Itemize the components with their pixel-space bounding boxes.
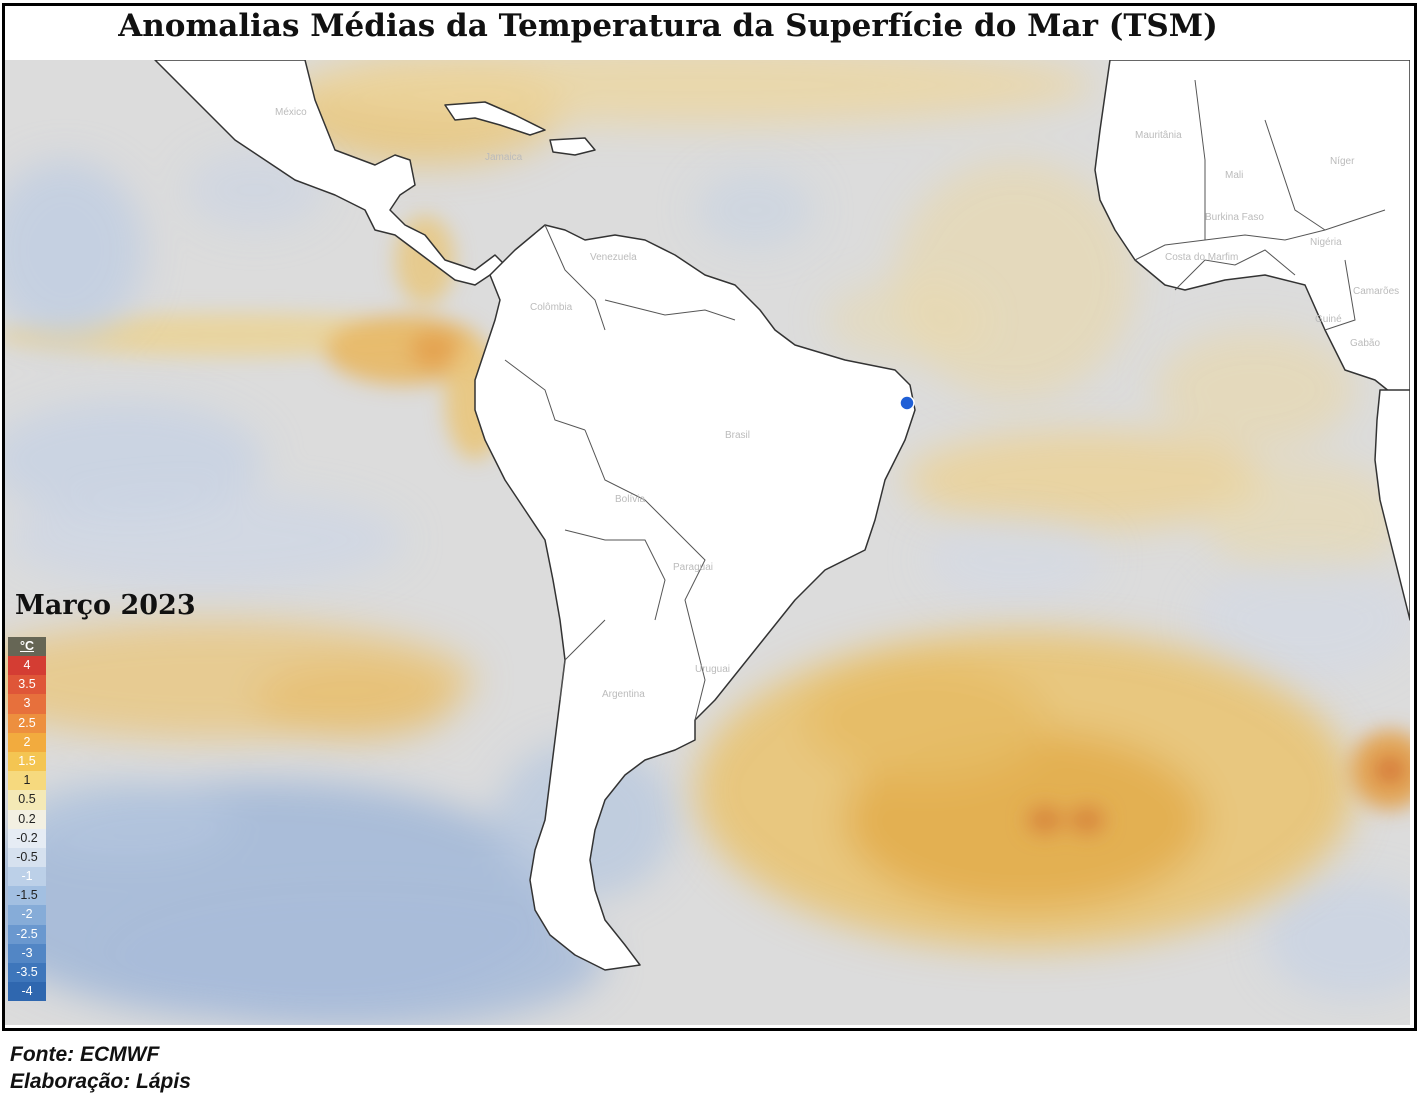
location-marker[interactable] [899,395,915,411]
legend-entry: 3 [8,694,46,714]
legend-entry: 4 [8,656,46,676]
legend-entry: -2 [8,905,46,925]
africa-southwest-coast [1374,389,1410,621]
map-title: Anomalias Médias da Temperatura da Super… [118,8,1218,44]
hispaniola-island [549,137,596,156]
legend-entry: 2.5 [8,713,46,733]
legend-entry: -1 [8,867,46,887]
anomaly-field [5,60,1410,1025]
map-frame [2,3,1417,1031]
legend-entry: -3.5 [8,963,46,983]
land [154,60,1410,971]
legend-entry: -2.5 [8,924,46,944]
country-label: Brasil [725,430,750,441]
country-label: Níger [1330,156,1355,167]
country-label: Guiné [1315,314,1342,325]
central-america-landmass [154,60,506,286]
legend-entry: -4 [8,982,46,1002]
legend-entry: -0.5 [8,847,46,868]
legend-entry: 1 [8,771,46,791]
country-label: Uruguai [695,664,730,675]
footer: Fonte: ECMWF Elaboração: Lápis [10,1041,191,1095]
country-label: Paraguai [673,562,713,573]
legend-entry: 0.5 [8,790,46,810]
country-label: Mauritânia [1135,130,1182,141]
legend-entry: -0.2 [8,828,46,848]
country-label: Mali [1225,170,1243,181]
color-legend: °C 4 3.5 3 2.5 2 1.5 1 0.5 0.2 -0.2 -0.5 -1 -1.5 -2 -2… [8,637,46,1002]
country-label: Burkina Faso [1205,212,1264,223]
country-label: Nigéria [1310,237,1342,248]
country-label: México [275,107,307,118]
country-label-group: México Jamaica Venezuela Colômbia Brasil… [275,107,1399,700]
legend-entry: -3 [8,943,46,963]
legend-entry: -1.5 [8,886,46,906]
country-label: Costa do Marfim [1165,252,1238,263]
legend-unit: °C [8,637,46,656]
country-label: Gabão [1350,338,1380,349]
legend-entry: 0.2 [8,809,46,829]
period-label: Março 2023 [15,590,196,621]
country-borders [504,79,1386,721]
source-text: Fonte: ECMWF [10,1043,160,1066]
country-label: Bolívia [615,494,645,505]
south-america-landmass [474,224,916,971]
country-label: Argentina [602,689,645,700]
sst-anomaly-map[interactable]: México Jamaica Venezuela Colômbia Brasil… [5,60,1410,1025]
legend-entry: 1.5 [8,751,46,772]
country-label: Venezuela [590,252,637,263]
legend-entry: 2 [8,732,46,752]
credit-text: Elaboração: Lápis [10,1070,191,1093]
cuba-island [444,101,546,136]
legend-entry: 3.5 [8,675,46,695]
country-label: Jamaica [485,152,523,163]
country-label: Camarões [1353,286,1399,297]
country-label: Colômbia [530,302,573,313]
